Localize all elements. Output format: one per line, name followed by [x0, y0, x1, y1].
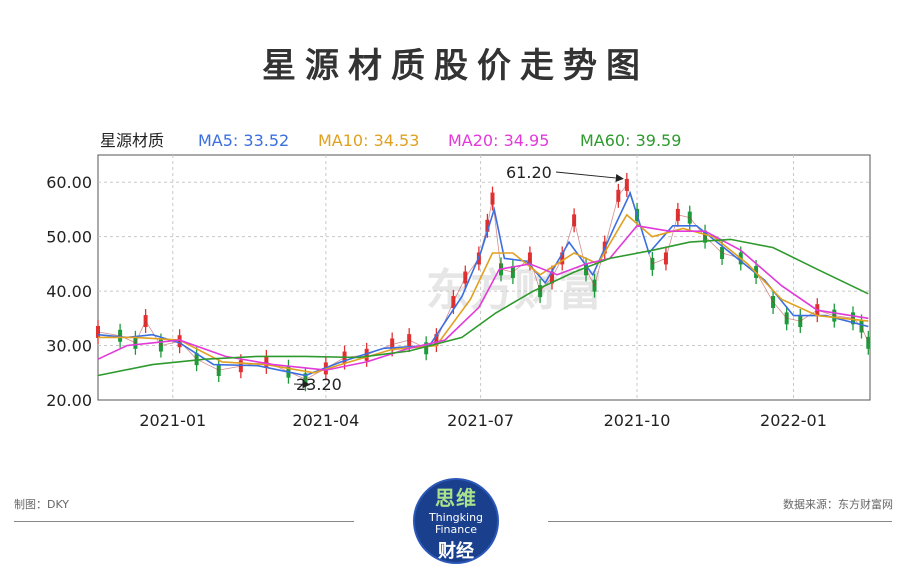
legend-entry: MA10: 34.53	[318, 131, 419, 150]
y-tick-label: 60.00	[46, 173, 92, 192]
logo-en-line1: Thingking	[428, 511, 484, 524]
legend-stock-name: 星源材质	[100, 131, 164, 150]
left-divider	[14, 521, 354, 522]
x-tick-label: 2021-07	[447, 411, 514, 430]
x-tick-label: 2021-10	[604, 411, 671, 430]
y-tick-label: 50.00	[46, 228, 92, 247]
x-tick-label: 2021-01	[139, 411, 206, 430]
y-tick-label: 30.00	[46, 337, 92, 356]
series-line-ma5	[97, 190, 869, 377]
source-label: 数据来源：东方财富网	[783, 498, 893, 511]
legend-entry: MA20: 34.95	[448, 131, 549, 150]
legend-entry: MA60: 39.59	[580, 131, 681, 150]
logo-cn-top: 思维	[435, 486, 477, 510]
legend-entry: MA5: 33.52	[198, 131, 289, 150]
annotation-high-label: 61.20	[506, 163, 552, 182]
y-tick-label: 20.00	[46, 391, 92, 410]
price-candle-body	[866, 336, 871, 349]
x-tick-label: 2021-04	[292, 411, 359, 430]
logo-cn-bottom: 财经	[438, 541, 474, 562]
series-line-ma60	[97, 238, 869, 377]
brand-logo: 思维 Thingking Finance 财经	[413, 478, 499, 564]
y-tick-label: 40.00	[46, 282, 92, 301]
series-line-ma20	[97, 224, 869, 371]
page-title: 星源材质股价走势图	[262, 46, 649, 86]
right-divider	[548, 521, 892, 522]
annotation-low-arrow	[293, 380, 311, 389]
logo-en-line2: Finance	[434, 523, 478, 536]
annotation-high-arrow	[555, 171, 624, 182]
maker-label: 制图：DKY	[14, 498, 70, 511]
annotation-low-label: 23.20	[296, 375, 342, 394]
series-line-ma10	[98, 213, 869, 374]
x-tick-label: 2022-01	[760, 411, 827, 430]
plot-area	[97, 154, 871, 401]
